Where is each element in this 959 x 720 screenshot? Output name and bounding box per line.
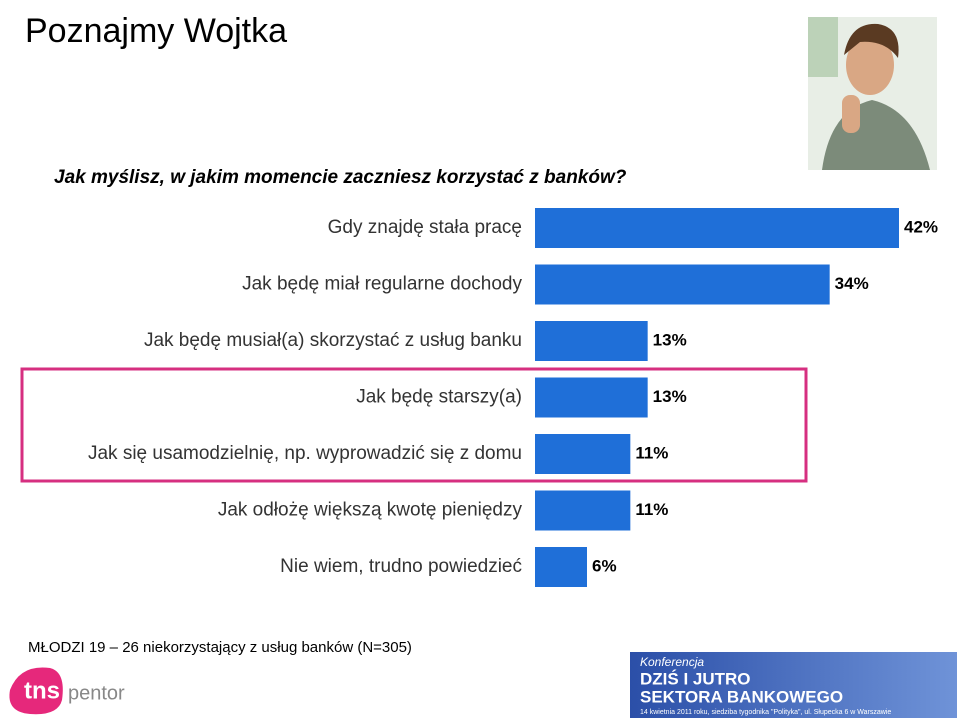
value-label: 6% [592, 556, 617, 575]
logo-text: tns [24, 677, 60, 704]
bar [535, 377, 648, 418]
value-label: 42% [904, 217, 938, 236]
bar [535, 547, 587, 587]
category-label: Gdy znajdę stała pracę [328, 217, 522, 238]
category-label: Jak odłożę większą kwotę pieniędzy [218, 500, 523, 521]
photo [808, 17, 937, 170]
bar [535, 434, 631, 474]
value-label: 11% [635, 443, 668, 462]
bar [535, 264, 830, 305]
banner-line: SEKTORA BANKOWEGO [640, 687, 843, 706]
footnote: MŁODZI 19 – 26 niekorzystający z usług b… [28, 639, 412, 656]
logo-sub: pentor [68, 682, 125, 704]
bar [535, 490, 631, 531]
logo: tns pentor [9, 667, 125, 715]
value-label: 11% [635, 500, 668, 519]
banner-line: DZIŚ I JUTRO [640, 669, 751, 688]
category-label: Jak będę musiał(a) skorzystać z usług ba… [144, 330, 522, 351]
banner-line: Konferencja [640, 655, 704, 669]
category-label: Jak będę miał regularne dochody [242, 274, 522, 295]
bar [535, 208, 899, 248]
bar [535, 321, 648, 361]
value-label: 34% [835, 274, 869, 293]
value-label: 13% [653, 387, 687, 406]
category-label: Jak się usamodzielnię, np. wyprowadzić s… [88, 443, 522, 464]
value-label: 13% [653, 330, 687, 349]
banner: Konferencja DZIŚ I JUTRO SEKTORA BANKOWE… [630, 652, 957, 718]
category-label: Nie wiem, trudno powiedzieć [280, 556, 522, 577]
question: Jak myślisz, w jakim momencie zaczniesz … [54, 167, 627, 188]
slide-title: Poznajmy Wojtka [25, 12, 287, 50]
banner-line: 14 kwietnia 2011 roku, siedziba tygodnik… [640, 709, 891, 716]
highlight-box [20, 367, 808, 483]
category-label: Jak będę starszy(a) [356, 387, 522, 408]
